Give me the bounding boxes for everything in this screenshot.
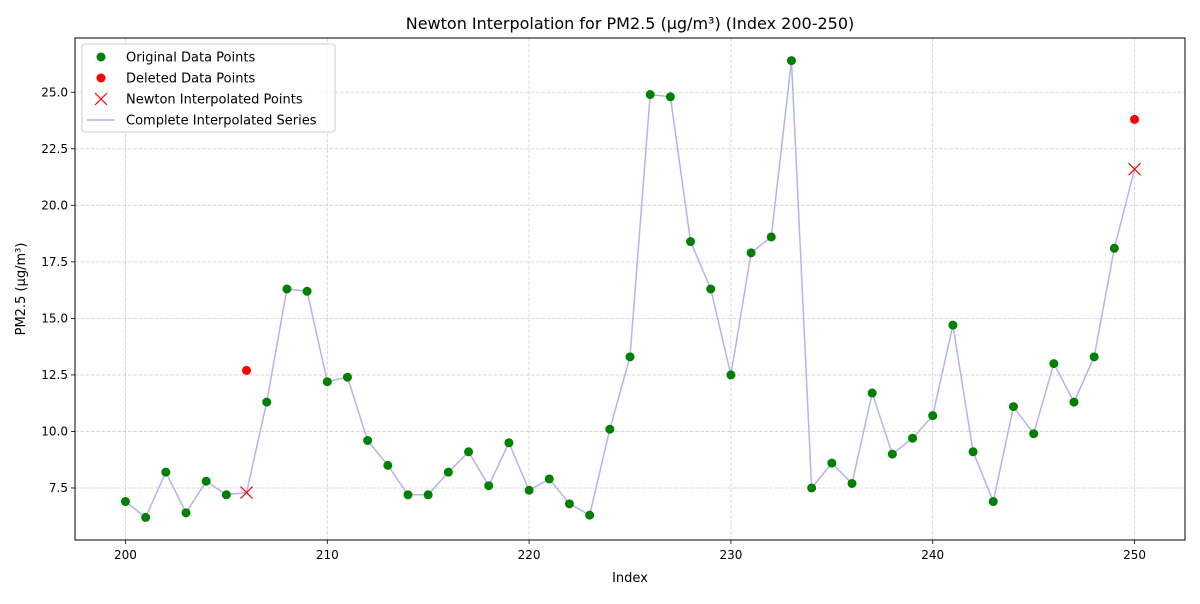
original-data-point	[827, 458, 837, 468]
original-data-point	[322, 377, 332, 387]
original-data-point	[807, 483, 817, 493]
original-data-point	[423, 490, 433, 500]
legend-entry: Complete Interpolated Series	[87, 114, 317, 129]
legend-label: Complete Interpolated Series	[126, 114, 317, 129]
original-data-point	[726, 370, 736, 380]
grid-lines	[75, 38, 1185, 540]
original-data-point	[282, 284, 292, 294]
original-data-point	[847, 478, 857, 488]
x-axis-ticks: 200 210 220 230 240 250	[114, 540, 1146, 562]
y-tick-label: 10.0	[41, 424, 68, 438]
original-data-point	[948, 320, 958, 330]
original-data-point	[564, 499, 574, 509]
legend-marker	[94, 92, 108, 106]
legend-entry: Deleted Data Points	[96, 72, 256, 87]
x-tick-label: 240	[921, 548, 944, 562]
y-tick-label: 15.0	[41, 311, 68, 325]
original-data-point	[908, 433, 918, 443]
original-data-point	[302, 286, 312, 296]
original-data-point	[1109, 243, 1119, 253]
plot-area-frame	[74, 37, 1186, 541]
legend-label: Original Data Points	[126, 51, 255, 66]
original-data-point	[645, 90, 655, 100]
original-data-point	[867, 388, 877, 398]
original-data-point	[605, 424, 615, 434]
original-data-point	[443, 467, 453, 477]
deleted-data-point	[1130, 114, 1140, 124]
original-data-point	[141, 512, 151, 522]
legend-box	[81, 43, 336, 133]
y-tick-label: 12.5	[41, 368, 68, 382]
legend-marker	[96, 52, 106, 62]
original-data-point	[181, 508, 191, 518]
legend-entry: Original Data Points	[96, 51, 255, 66]
y-axis-label: PM2.5 (μg/m³)	[14, 243, 29, 336]
original-data-point	[403, 490, 413, 500]
legend-label: Newton Interpolated Points	[126, 93, 303, 108]
original-data-point	[988, 497, 998, 507]
original-data-point	[1069, 397, 1079, 407]
y-tick-label: 17.5	[41, 255, 68, 269]
x-tick-label: 250	[1123, 548, 1146, 562]
x-axis-label: Index	[612, 571, 648, 586]
original-data-point	[363, 436, 373, 446]
original-data-point	[221, 490, 231, 500]
original-data-point	[383, 460, 393, 470]
original-data-point	[201, 476, 211, 486]
original-data-point	[585, 510, 595, 520]
x-tick-label: 220	[518, 548, 541, 562]
original-data-point	[625, 352, 635, 362]
y-tick-label: 7.5	[49, 481, 68, 495]
original-data-point	[524, 485, 534, 495]
original-data-point	[464, 447, 474, 457]
original-data-point	[887, 449, 897, 459]
newton-interpolated-point	[240, 486, 253, 499]
chart-legend: Original Data Points Deleted Data Points N…	[81, 43, 336, 133]
x-tick-label: 200	[114, 548, 137, 562]
original-data-point	[786, 56, 796, 66]
original-data-point	[686, 237, 696, 247]
original-data-point	[262, 397, 272, 407]
deleted-data-point	[242, 365, 252, 375]
chart-title: Newton Interpolation for PM2.5 (μg/m³) (…	[406, 14, 855, 33]
original-data-point	[968, 447, 978, 457]
legend-label: Deleted Data Points	[126, 72, 256, 87]
y-tick-label: 20.0	[41, 198, 68, 212]
original-data-point	[706, 284, 716, 294]
x-tick-label: 230	[719, 548, 742, 562]
original-data-point	[161, 467, 171, 477]
original-data-point	[504, 438, 514, 448]
legend-marker	[96, 73, 106, 83]
original-data-point	[1029, 429, 1039, 439]
x-tick-label: 210	[316, 548, 339, 562]
original-data-point	[1049, 359, 1059, 369]
newton-interpolated-point	[1128, 162, 1141, 176]
original-data-point	[746, 248, 756, 258]
original-data-point	[766, 232, 776, 242]
original-data-point	[120, 497, 130, 507]
original-data-point	[1008, 402, 1018, 412]
original-data-point	[1089, 352, 1099, 362]
original-data-point	[544, 474, 554, 484]
legend-entry: Newton Interpolated Points	[94, 92, 303, 108]
original-data-point	[665, 92, 675, 102]
original-data-point	[928, 411, 938, 421]
y-axis-ticks: 7.5 10.0 12.5 15.0 17.5 20.0 22.5 25.0	[41, 85, 75, 495]
plot-series	[120, 56, 1141, 522]
original-data-point	[342, 372, 352, 382]
y-tick-label: 22.5	[41, 142, 68, 156]
original-data-point	[484, 481, 494, 491]
y-tick-label: 25.0	[41, 85, 68, 99]
